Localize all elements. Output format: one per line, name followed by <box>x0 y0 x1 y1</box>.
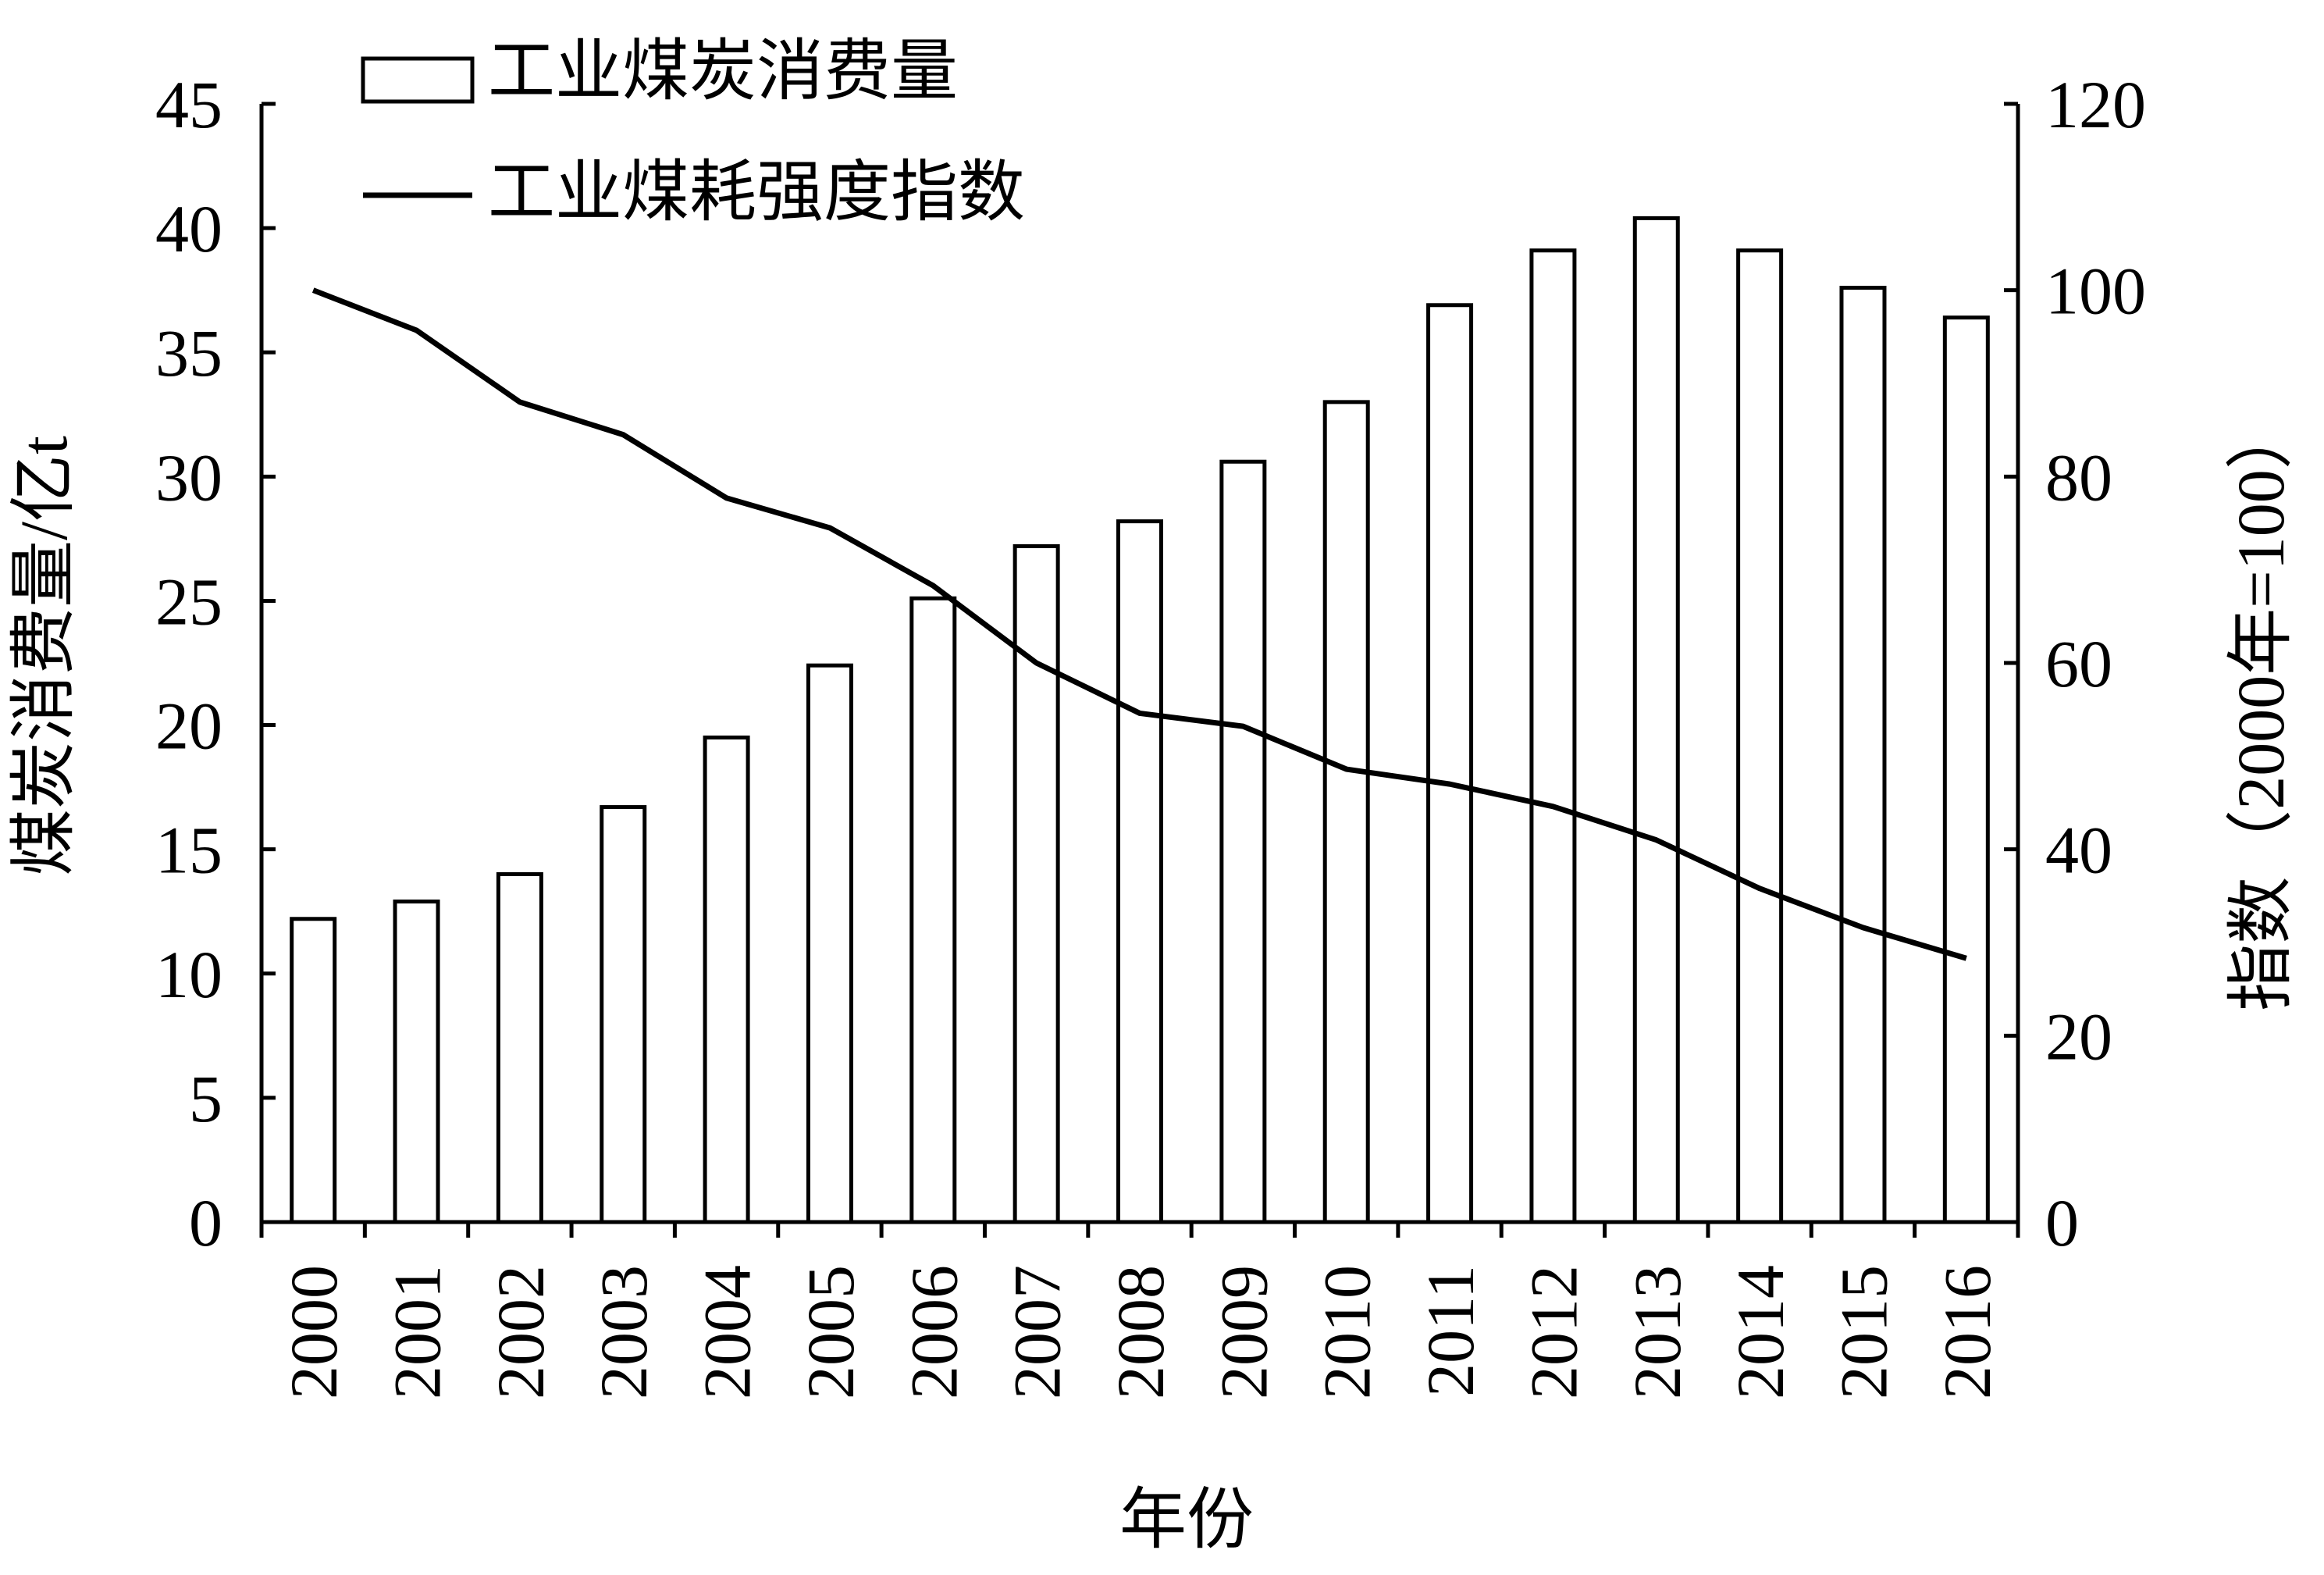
line-series-intensity-index <box>311 287 1967 961</box>
x-tick-label: 2011 <box>1413 1265 1488 1397</box>
bar-2008 <box>1116 519 1163 1224</box>
x-tick-label: 2004 <box>690 1265 765 1399</box>
y2-tick-label: 60 <box>2045 626 2112 701</box>
bar-2012 <box>1529 248 1577 1224</box>
bar-2001 <box>393 899 440 1224</box>
legend-label-bar: 工业煤炭消费量 <box>488 34 958 109</box>
bar-series-coal-consumption <box>290 216 1990 1224</box>
x-tick-label: 2001 <box>380 1265 455 1399</box>
bar-2002 <box>496 871 543 1224</box>
x-tick-label: 2016 <box>1930 1265 2005 1399</box>
x-tick-label: 2006 <box>896 1265 971 1399</box>
intensity-index-line <box>311 287 1967 961</box>
y-tick-label: 0 <box>189 1185 222 1260</box>
y-axis-title-left: 煤炭消费量/亿t <box>6 436 81 876</box>
y-tick-label: 10 <box>155 937 222 1012</box>
bar-2009 <box>1219 459 1267 1224</box>
x-tick-label: 2002 <box>483 1265 558 1399</box>
x-tick-label: 2015 <box>1826 1265 1901 1399</box>
x-tick-label: 2008 <box>1103 1265 1178 1399</box>
x-tick-label: 2014 <box>1723 1265 1798 1399</box>
y-tick-label: 5 <box>189 1061 222 1136</box>
y2-tick-label: 120 <box>2045 67 2146 142</box>
y-tick-label: 35 <box>155 315 222 390</box>
x-tick-label: 2000 <box>276 1265 351 1399</box>
bar-2007 <box>1013 543 1060 1224</box>
y-axis-title-right: 指数（2000年=100） <box>2223 402 2298 1011</box>
legend-swatch-bar <box>361 56 475 104</box>
axes: 0 5 10 15 20 25 30 35 40 45 0 20 40 60 80 100 120 2000 200… <box>155 67 2146 1399</box>
axis-titles: 年份 煤炭消费量/亿t 指数（2000年=100） <box>6 402 2298 1557</box>
bar-2006 <box>909 596 957 1224</box>
bar-2000 <box>290 917 337 1224</box>
bar-2010 <box>1322 400 1370 1224</box>
x-axis-title: 年份 <box>1119 1482 1254 1557</box>
x-tick-label: 2005 <box>793 1265 868 1399</box>
y-tick-label: 15 <box>155 813 222 888</box>
y2-tick-label: 0 <box>2045 1185 2079 1260</box>
bar-2013 <box>1632 216 1680 1224</box>
legend-label-line: 工业煤耗强度指数 <box>488 155 1025 230</box>
bar-2016 <box>1942 315 1990 1224</box>
x-tick-label: 2010 <box>1310 1265 1385 1399</box>
y2-tick-label: 20 <box>2045 999 2112 1074</box>
bar-2011 <box>1426 303 1474 1224</box>
y-tick-label: 30 <box>155 440 222 515</box>
x-tick-label: 2007 <box>1000 1265 1075 1399</box>
y-tick-label: 40 <box>155 191 222 266</box>
bar-2005 <box>806 663 853 1224</box>
y2-tick-label: 100 <box>2045 254 2146 329</box>
x-tick-label: 2003 <box>586 1265 661 1399</box>
bar-2014 <box>1736 248 1784 1224</box>
x-tick-label: 2012 <box>1516 1265 1591 1399</box>
x-tick-label: 2013 <box>1620 1265 1695 1399</box>
bar-2015 <box>1839 285 1887 1224</box>
bar-2004 <box>703 735 750 1224</box>
y2-tick-label: 80 <box>2045 440 2112 515</box>
bar-2003 <box>600 805 647 1224</box>
y2-tick-label: 40 <box>2045 813 2112 888</box>
x-tick-label: 2009 <box>1206 1265 1281 1399</box>
y-tick-label: 25 <box>155 564 222 639</box>
y-tick-label: 45 <box>155 67 222 142</box>
y-tick-label: 20 <box>155 689 222 764</box>
